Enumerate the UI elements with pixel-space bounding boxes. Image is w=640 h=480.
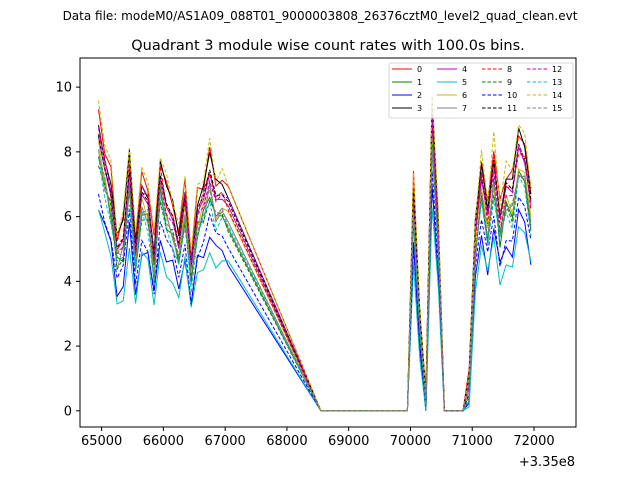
legend-label-10: 10 <box>507 91 517 100</box>
x-tick-label: 67000 <box>204 434 245 449</box>
chart-title: Quadrant 3 module wise count rates with … <box>131 38 525 54</box>
axis-layer: 65000 66000 67000 68000 69000 70000 71000 72000… <box>55 81 554 449</box>
x-tick-label: 66000 <box>143 434 184 449</box>
legend-label-0: 0 <box>417 65 422 74</box>
series-line-9 <box>98 144 532 412</box>
x-offset-label: +3.35e8 <box>519 455 575 470</box>
legend-label-1: 1 <box>417 78 422 87</box>
legend-label-5: 5 <box>462 78 467 87</box>
legend-label-3: 3 <box>417 104 422 113</box>
y-tick-label: 4 <box>64 275 72 290</box>
legend-label-12: 12 <box>552 65 562 74</box>
y-tick-label: 8 <box>64 145 72 160</box>
legend-box <box>388 62 574 119</box>
data-file-label: Data file: modeM0/AS1A09_088T01_90000038… <box>63 9 578 23</box>
y-tick-label: 0 <box>64 404 72 419</box>
x-tick-label: 72000 <box>513 434 554 449</box>
series-layer <box>98 96 532 412</box>
legend-label-15: 15 <box>552 104 562 113</box>
x-tick-label: 69000 <box>328 434 369 449</box>
plot-frame <box>79 57 577 428</box>
legend-label-2: 2 <box>417 91 422 100</box>
legend-label-13: 13 <box>552 78 562 87</box>
y-tick-label: 2 <box>64 340 72 355</box>
legend-label-6: 6 <box>462 91 467 100</box>
x-tick-label: 70000 <box>390 434 431 449</box>
series-line-14 <box>98 96 532 412</box>
legend-label-8: 8 <box>507 65 512 74</box>
y-tick-label: 10 <box>55 81 72 96</box>
series-line-15 <box>98 148 532 412</box>
legend-label-4: 4 <box>462 65 467 74</box>
x-tick-label: 71000 <box>452 434 493 449</box>
legend-label-11: 11 <box>507 104 517 113</box>
y-tick-label: 6 <box>64 210 72 225</box>
legend-label-7: 7 <box>462 104 467 113</box>
legend-label-14: 14 <box>552 91 562 100</box>
legend-label-9: 9 <box>507 78 512 87</box>
x-tick-label: 68000 <box>266 434 307 449</box>
x-tick-label: 65000 <box>81 434 122 449</box>
